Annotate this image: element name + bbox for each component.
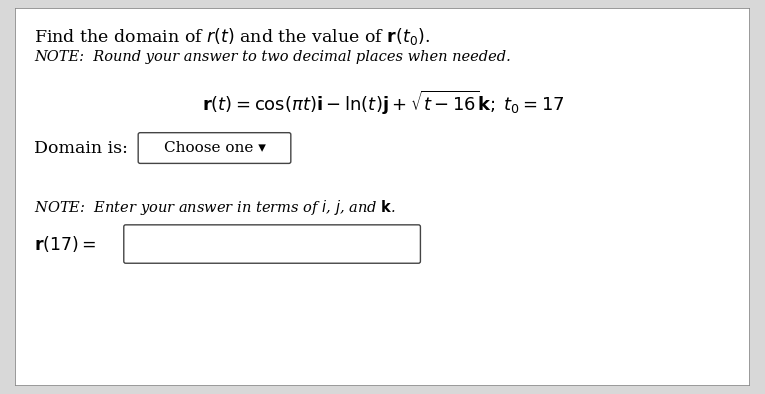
FancyBboxPatch shape bbox=[124, 225, 421, 263]
Text: $\mathbf{r}(t) = \cos(\pi t)\mathbf{i} - \ln(t)\mathbf{j} + \sqrt{t - 16}\mathbf: $\mathbf{r}(t) = \cos(\pi t)\mathbf{i} -… bbox=[201, 89, 565, 117]
Text: NOTE:  Enter your answer in terms of $\mathit{i}$, $\mathit{j}$, and $\mathbf{k}: NOTE: Enter your answer in terms of $\ma… bbox=[34, 198, 396, 217]
Text: Find the domain of $r(t)$ and the value of $\mathbf{r}(t_0)$.: Find the domain of $r(t)$ and the value … bbox=[34, 26, 431, 47]
FancyBboxPatch shape bbox=[138, 133, 291, 164]
Text: NOTE:  Round your answer to two decimal places when needed.: NOTE: Round your answer to two decimal p… bbox=[34, 50, 511, 64]
Text: $\mathbf{r}(17) =$: $\mathbf{r}(17) =$ bbox=[34, 234, 97, 254]
Text: Domain is:: Domain is: bbox=[34, 139, 129, 156]
Text: Choose one ▾: Choose one ▾ bbox=[164, 141, 265, 155]
